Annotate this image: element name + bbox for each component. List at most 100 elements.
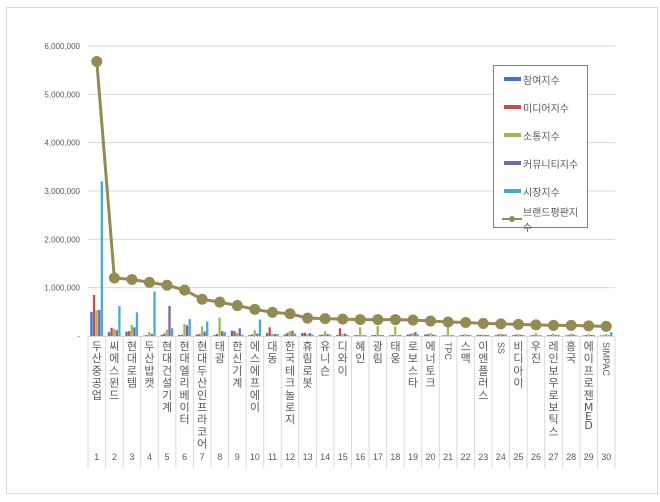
- svg-text:에: 에: [584, 340, 594, 353]
- bar: [426, 334, 429, 336]
- svg-text:한: 한: [232, 340, 242, 353]
- bar: [379, 335, 382, 336]
- line-marker: [442, 316, 454, 328]
- svg-text:이: 이: [478, 340, 488, 353]
- bar: [431, 334, 435, 336]
- x-rank-label: 29: [584, 452, 594, 462]
- bar: [168, 306, 171, 336]
- bar: [326, 334, 329, 336]
- svg-text:윈: 윈: [109, 376, 119, 390]
- svg-text:신: 신: [232, 352, 242, 365]
- svg-text:와: 와: [338, 352, 348, 365]
- svg-text:건: 건: [162, 364, 172, 377]
- bar: [115, 330, 118, 336]
- svg-text:현: 현: [180, 340, 190, 353]
- svg-text:두: 두: [92, 340, 102, 353]
- svg-text:대: 대: [267, 340, 277, 353]
- bar: [452, 335, 455, 336]
- bar: [130, 324, 133, 336]
- x-rank-label: 5: [165, 452, 170, 462]
- svg-text:인: 인: [355, 352, 365, 365]
- svg-text:한: 한: [285, 340, 295, 353]
- bar: [429, 333, 432, 336]
- bar: [125, 331, 128, 336]
- legend-item-participation: 참여지수: [504, 72, 560, 87]
- bar: [514, 334, 517, 336]
- bar: [198, 334, 201, 336]
- bar: [371, 335, 374, 336]
- bar: [338, 328, 342, 336]
- bar: [399, 335, 402, 336]
- bar: [476, 335, 480, 336]
- legend-label: 참여지수: [523, 75, 560, 87]
- bar: [341, 334, 344, 336]
- line-marker: [284, 308, 296, 320]
- svg-text:국: 국: [285, 352, 295, 365]
- x-rank-label: 25: [513, 452, 523, 462]
- bar: [230, 330, 234, 336]
- x-rank-label: 16: [355, 452, 365, 462]
- bar: [552, 333, 555, 336]
- svg-text:밥: 밥: [144, 364, 154, 377]
- bar: [469, 335, 472, 336]
- svg-text:엔: 엔: [478, 352, 488, 365]
- line-marker: [108, 272, 120, 284]
- svg-text:템: 템: [127, 377, 137, 390]
- bar: [424, 334, 427, 336]
- bar: [92, 294, 96, 336]
- bar: [178, 335, 181, 336]
- svg-text:이: 이: [338, 364, 348, 377]
- svg-text:공: 공: [92, 377, 102, 390]
- bar: [283, 334, 286, 336]
- bar: [113, 328, 116, 336]
- x-rank-label: 27: [549, 452, 559, 462]
- bar: [549, 335, 552, 336]
- bar: [572, 334, 575, 336]
- bar: [323, 331, 327, 336]
- svg-text:에: 에: [250, 364, 260, 377]
- legend-swatch-media: [504, 105, 521, 109]
- bar: [592, 335, 595, 336]
- svg-text:리: 리: [180, 377, 190, 390]
- x-category-label: 태광 8: [215, 340, 225, 462]
- bar: [318, 335, 321, 336]
- bar: [416, 334, 420, 336]
- x-rank-label: 6: [182, 452, 187, 462]
- svg-text:스: 스: [250, 352, 260, 365]
- svg-text:프: 프: [250, 377, 260, 390]
- svg-text:니: 니: [320, 352, 330, 365]
- bar: [479, 334, 482, 336]
- bar: [532, 335, 535, 336]
- svg-text:기: 기: [162, 389, 172, 402]
- svg-text:엘: 엘: [180, 364, 190, 377]
- line-marker: [530, 319, 542, 331]
- svg-text:산: 산: [92, 352, 102, 365]
- bar: [569, 333, 573, 336]
- bar: [145, 335, 148, 336]
- svg-text:에: 에: [425, 340, 435, 353]
- line-marker: [196, 293, 208, 305]
- bar: [582, 335, 585, 337]
- bar: [153, 291, 156, 336]
- svg-text:보: 보: [408, 352, 418, 365]
- svg-text:로: 로: [127, 364, 137, 377]
- bar: [271, 333, 274, 336]
- line-marker: [565, 319, 577, 331]
- x-category-label: 대동 11: [267, 340, 277, 462]
- bar: [308, 333, 312, 336]
- line-marker: [512, 318, 524, 330]
- svg-text:봇: 봇: [303, 377, 313, 390]
- svg-text:유: 유: [320, 340, 330, 353]
- svg-text:보: 보: [548, 364, 558, 377]
- line-marker: [91, 55, 103, 67]
- svg-text:TPC: TPC: [443, 342, 453, 361]
- x-rank-label: 14: [320, 452, 330, 462]
- svg-text:림: 림: [303, 352, 313, 365]
- bar: [373, 335, 377, 336]
